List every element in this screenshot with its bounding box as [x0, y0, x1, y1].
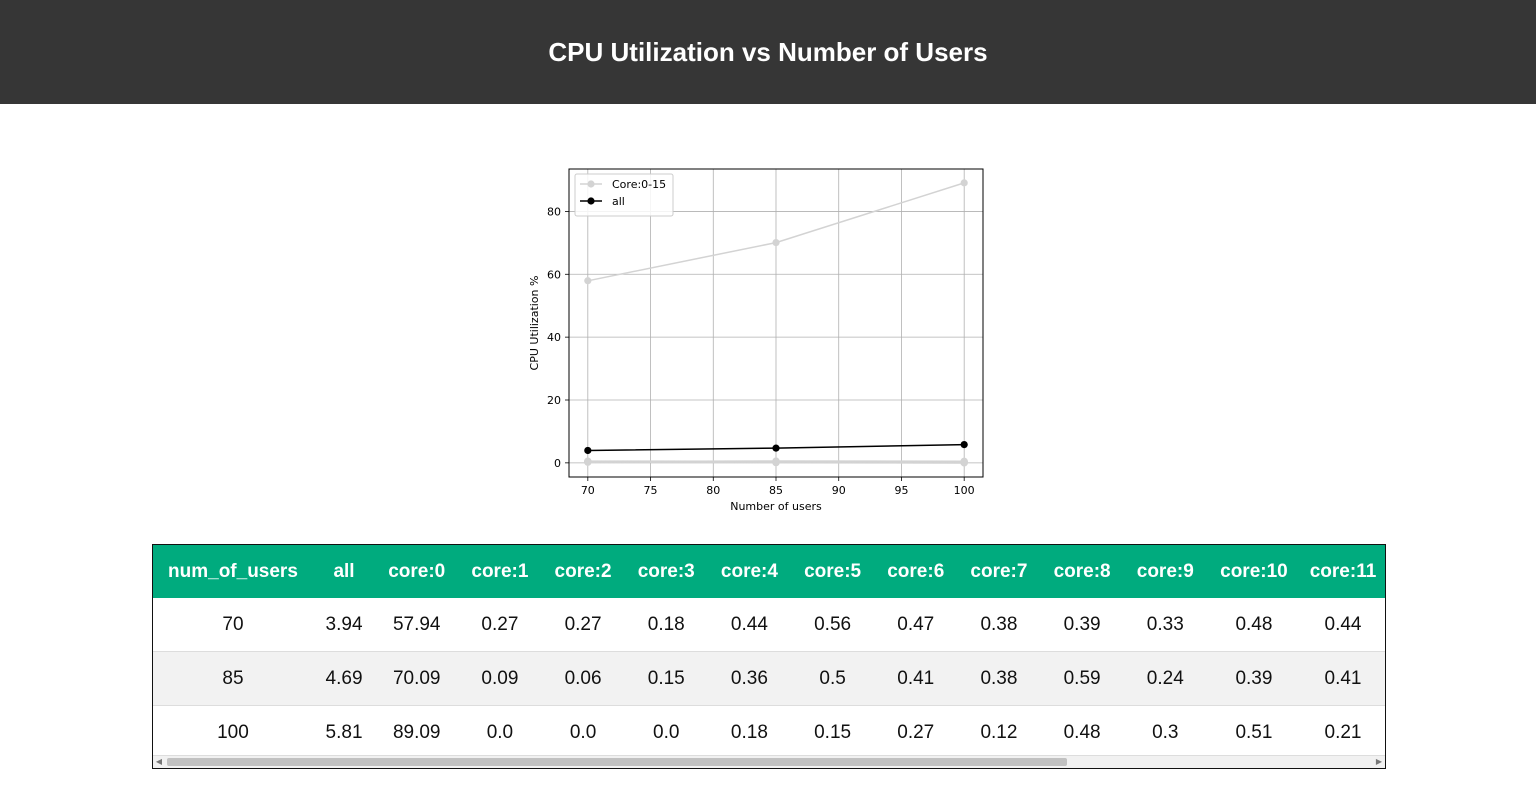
x-tick-label: 80 [706, 484, 720, 497]
table-body: 70 3.94 57.94 0.27 0.27 0.18 0.44 0.56 0.47 0.38 0… [153, 598, 1385, 757]
data-point [772, 444, 780, 452]
table-cell: 0.0 [541, 705, 625, 757]
column-header: core:9 [1123, 545, 1207, 598]
table-cell: 70 [153, 598, 313, 652]
legend-marker [587, 180, 595, 188]
page-title: CPU Utilization vs Number of Users [548, 36, 988, 67]
x-tick-label: 75 [644, 484, 658, 497]
table-cell: 0.38 [957, 598, 1041, 652]
column-header: core:3 [624, 545, 708, 598]
table-cell: 0.36 [707, 651, 791, 706]
table-cell: 0.18 [624, 598, 708, 652]
table-cell: 70.09 [375, 651, 459, 706]
column-header: core:8 [1040, 545, 1124, 598]
column-header: core:7 [957, 545, 1041, 598]
data-table-container: num_of_users all core:0 core:1 core:2 core:3 c… [152, 544, 1386, 769]
table-cell: 5.81 [312, 705, 376, 757]
data-point [960, 440, 968, 449]
data-point [960, 457, 968, 465]
scroll-left-arrow-icon[interactable]: ◀ [155, 757, 163, 766]
table-cell: 0.27 [458, 598, 542, 652]
table-cell: 0.48 [1206, 598, 1302, 652]
x-tick-label: 90 [832, 484, 846, 497]
table-cell: 85 [153, 651, 313, 706]
legend-label: Core:0-15 [612, 178, 666, 191]
column-header: core:10 [1206, 545, 1302, 598]
axes-frame [568, 168, 984, 478]
table-scroll-area[interactable]: num_of_users all core:0 core:1 core:2 core:3 c… [153, 545, 1385, 757]
column-header: core:2 [541, 545, 625, 598]
scrollbar-thumb[interactable] [167, 758, 1067, 766]
legend-marker [587, 197, 595, 205]
data-point [960, 179, 968, 187]
table-cell: 89.09 [375, 705, 459, 757]
table-header-row: num_of_users all core:0 core:1 core:2 core:3 c… [153, 545, 1385, 598]
table-cell: 0.56 [791, 598, 875, 652]
horizontal-scrollbar[interactable]: ◀ ▶ [153, 755, 1385, 768]
table-cell: 0.59 [1040, 651, 1124, 706]
data-point [584, 277, 592, 285]
table-cell: 0.39 [1206, 651, 1302, 706]
cpu-utilization-chart: 70 75 80 85 90 95 100 0 20 40 60 80 Number of users C… [528, 168, 984, 513]
y-tick-label: 20 [547, 394, 561, 407]
table-cell: 0.44 [707, 598, 791, 652]
table-cell: 3.94 [312, 598, 376, 652]
x-tick-label: 85 [769, 484, 783, 497]
x-tick-label: 100 [954, 484, 975, 497]
table-cell: 0.0 [624, 705, 708, 757]
table-cell: 0.38 [957, 651, 1041, 706]
x-tick-label: 95 [894, 484, 908, 497]
column-header: core:1 [458, 545, 542, 598]
table-cell: 0.15 [624, 651, 708, 706]
column-header: core:5 [791, 545, 875, 598]
table-cell: 0.33 [1123, 598, 1207, 652]
column-header: num_of_users [153, 545, 313, 598]
table-cell: 0.06 [541, 651, 625, 706]
y-tick-label: 80 [547, 205, 561, 218]
table-cell: 0.27 [874, 705, 958, 757]
data-point [772, 238, 780, 247]
legend-label: all [612, 195, 625, 208]
data-point [584, 446, 592, 455]
table-cell: 0.12 [957, 705, 1041, 757]
table-cell: 0.3 [1123, 705, 1207, 757]
table-cell: 0.24 [1123, 651, 1207, 706]
table-cell: 0.51 [1206, 705, 1302, 757]
y-tick-label: 60 [547, 268, 561, 281]
x-tick-label: 70 [581, 484, 595, 497]
table-cell: 4.69 [312, 651, 376, 706]
y-axis-label: CPU Utilization % [528, 276, 541, 371]
column-header: all [312, 545, 376, 598]
table-cell: 0.39 [1040, 598, 1124, 652]
table-cell: 0.15 [791, 705, 875, 757]
table-cell: 100 [153, 705, 313, 757]
table-cell: 57.94 [375, 598, 459, 652]
table-cell: 0.48 [1040, 705, 1124, 757]
table-cell: 0.5 [791, 651, 875, 706]
table-cell: 0.47 [874, 598, 958, 652]
column-header: core:11 [1301, 545, 1385, 598]
scroll-right-arrow-icon[interactable]: ▶ [1375, 757, 1383, 766]
column-header: core:0 [375, 545, 459, 598]
table-cell: 0.44 [1301, 598, 1385, 652]
table-row: 85 4.69 70.09 0.09 0.06 0.15 0.36 0.5 0.41 0.38 0.… [153, 651, 1385, 706]
x-axis-label: Number of users [730, 500, 822, 513]
y-tick-label: 40 [547, 331, 561, 344]
y-tick-label: 0 [554, 457, 561, 470]
table-cell: 0.41 [874, 651, 958, 706]
table-row: 100 5.81 89.09 0.0 0.0 0.0 0.18 0.15 0.27 0.12 0.4… [153, 705, 1385, 757]
table-cell: 0.18 [707, 705, 791, 757]
data-point [584, 457, 592, 465]
data-point [772, 458, 780, 466]
table-row: 70 3.94 57.94 0.27 0.27 0.18 0.44 0.56 0.47 0.38 0… [153, 598, 1385, 652]
table-cell: 0.0 [458, 705, 542, 757]
table-cell: 0.21 [1301, 705, 1385, 757]
page-header: CPU Utilization vs Number of Users [0, 0, 1536, 104]
utilization-table: num_of_users all core:0 core:1 core:2 core:3 c… [153, 545, 1385, 757]
column-header: core:6 [874, 545, 958, 598]
table-cell: 0.41 [1301, 651, 1385, 706]
table-cell: 0.09 [458, 651, 542, 706]
table-cell: 0.27 [541, 598, 625, 652]
column-header: core:4 [707, 545, 791, 598]
